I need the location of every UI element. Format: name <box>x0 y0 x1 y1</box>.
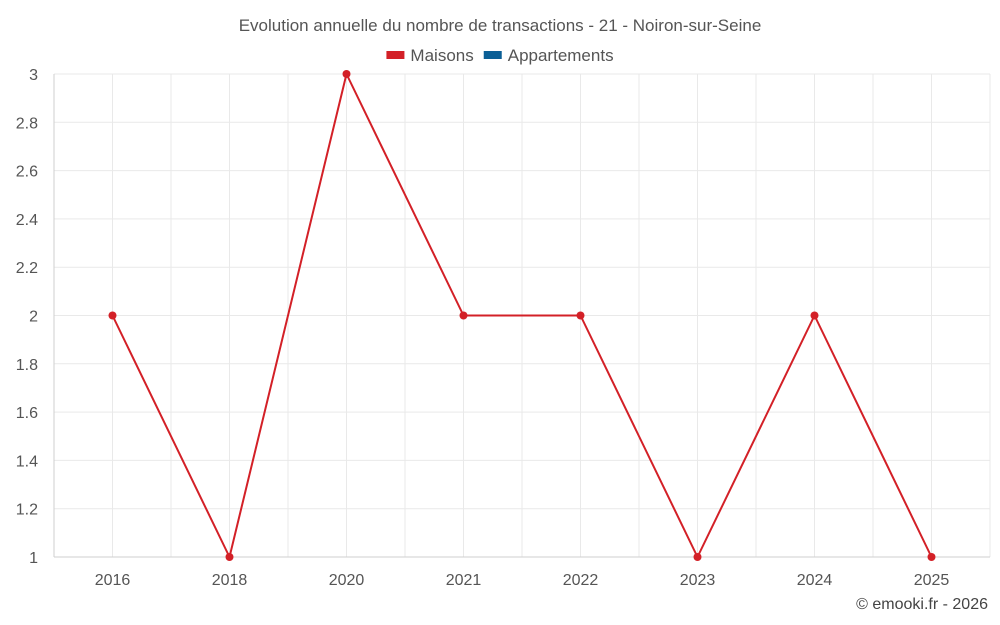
data-point <box>927 553 936 561</box>
legend: Maisons Appartements <box>386 46 614 65</box>
data-point <box>108 311 117 320</box>
legend-item-appartements: Appartements <box>483 46 614 65</box>
y-tick-label: 2.8 <box>16 115 38 132</box>
data-point <box>810 311 819 320</box>
x-tick-label: 2020 <box>329 572 365 589</box>
credit-text: © emooki.fr - 2026 <box>856 596 988 613</box>
legend-label: Maisons <box>410 46 473 65</box>
x-tick-label: 2022 <box>563 572 599 589</box>
y-tick-label: 1.2 <box>16 502 38 519</box>
data-point <box>342 70 351 78</box>
y-tick-label: 2.2 <box>16 260 38 277</box>
y-tick-label: 1.8 <box>16 357 38 374</box>
legend-swatch <box>386 51 405 59</box>
legend-label: Appartements <box>508 46 614 65</box>
x-tick-label: 2018 <box>212 572 248 589</box>
y-tick-label: 2.4 <box>16 212 38 229</box>
data-point <box>459 311 468 320</box>
chart-title: Evolution annuelle du nombre de transact… <box>239 16 762 35</box>
data-point <box>225 553 234 561</box>
x-tick-label: 2025 <box>914 572 950 589</box>
x-tick-label: 2021 <box>446 572 482 589</box>
x-tick-label: 2024 <box>797 572 833 589</box>
y-tick-label: 2 <box>29 309 38 326</box>
legend-swatch <box>483 51 502 59</box>
x-tick-label: 2016 <box>95 572 131 589</box>
data-point <box>693 553 702 561</box>
series-layer <box>108 70 936 561</box>
y-tick-label: 1.4 <box>16 453 38 470</box>
axes: 1 1.2 1.4 1.6 1.8 2 2.2 2.4 2.6 2.8 3 2016 2018 2020 2… <box>16 67 990 589</box>
y-tick-label: 2.6 <box>16 164 38 181</box>
series-line-maisons <box>111 73 933 558</box>
y-tick-label: 1 <box>29 550 38 567</box>
y-tick-label: 1.6 <box>16 405 38 422</box>
data-point <box>576 311 585 320</box>
x-tick-label: 2023 <box>680 572 716 589</box>
y-tick-label: 3 <box>29 67 38 84</box>
legend-item-maisons: Maisons <box>386 46 474 65</box>
